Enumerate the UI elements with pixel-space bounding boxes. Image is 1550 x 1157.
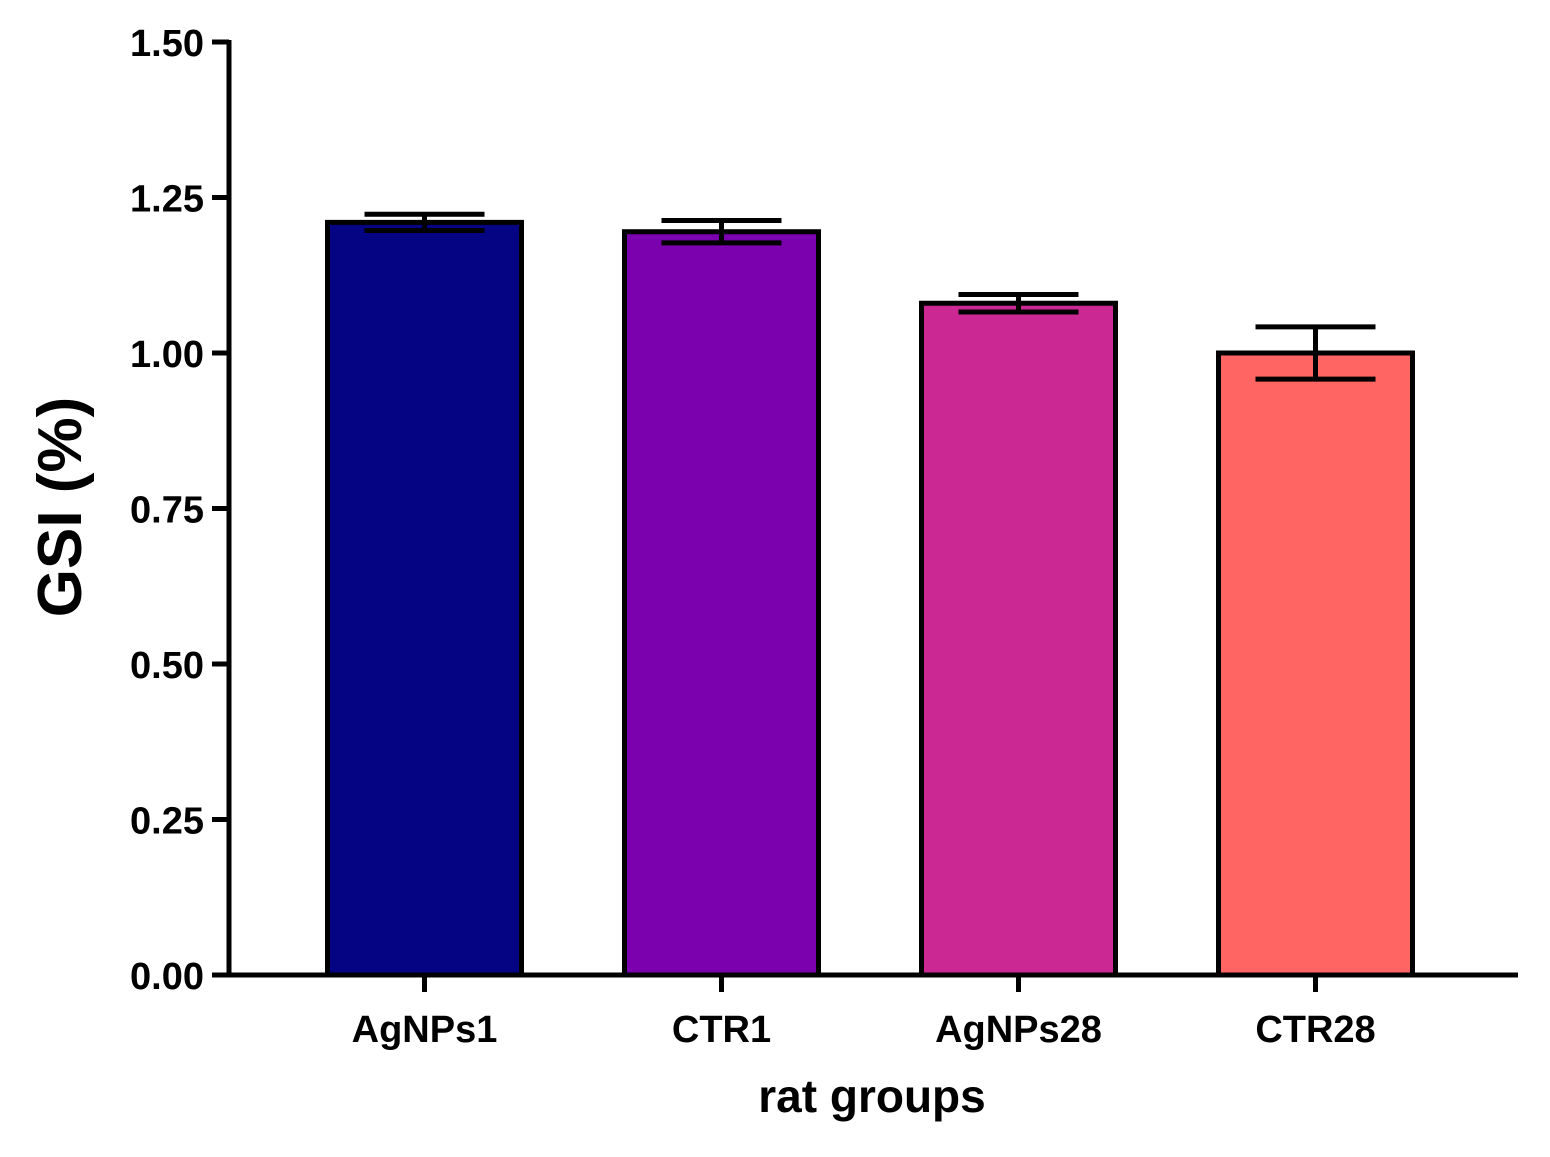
y-tick-label: 0.50 xyxy=(130,645,204,687)
x-tick-label: AgNPs1 xyxy=(352,1009,498,1051)
y-tick-label: 0.25 xyxy=(130,801,204,843)
x-tick-label: CTR28 xyxy=(1255,1009,1375,1051)
y-tick-label: 1.00 xyxy=(130,334,204,376)
y-tick-label: 0.00 xyxy=(130,956,204,998)
bar-agnps28 xyxy=(919,300,1118,978)
x-ticks-group: AgNPs1 CTR1 AgNPs28 CTR28 xyxy=(352,975,1376,1051)
x-tick-label: AgNPs28 xyxy=(935,1009,1102,1051)
bars-group xyxy=(325,219,1415,978)
bar-ctr1 xyxy=(622,229,821,978)
y-tick-label: 1.25 xyxy=(130,179,204,221)
x-tick-label: CTR1 xyxy=(672,1009,771,1051)
error-bars-group xyxy=(364,211,1376,382)
bar-agnps1 xyxy=(325,219,524,978)
x-axis-title: rat groups xyxy=(758,1070,985,1122)
y-axis-title: GSI (%) xyxy=(26,397,95,617)
y-ticks-group: 0.00 0.25 0.50 0.75 1.00 1.25 1.50 xyxy=(130,23,229,998)
bar-ctr28 xyxy=(1216,350,1415,978)
y-tick-label: 0.75 xyxy=(130,490,204,532)
y-tick-label: 1.50 xyxy=(130,23,204,65)
